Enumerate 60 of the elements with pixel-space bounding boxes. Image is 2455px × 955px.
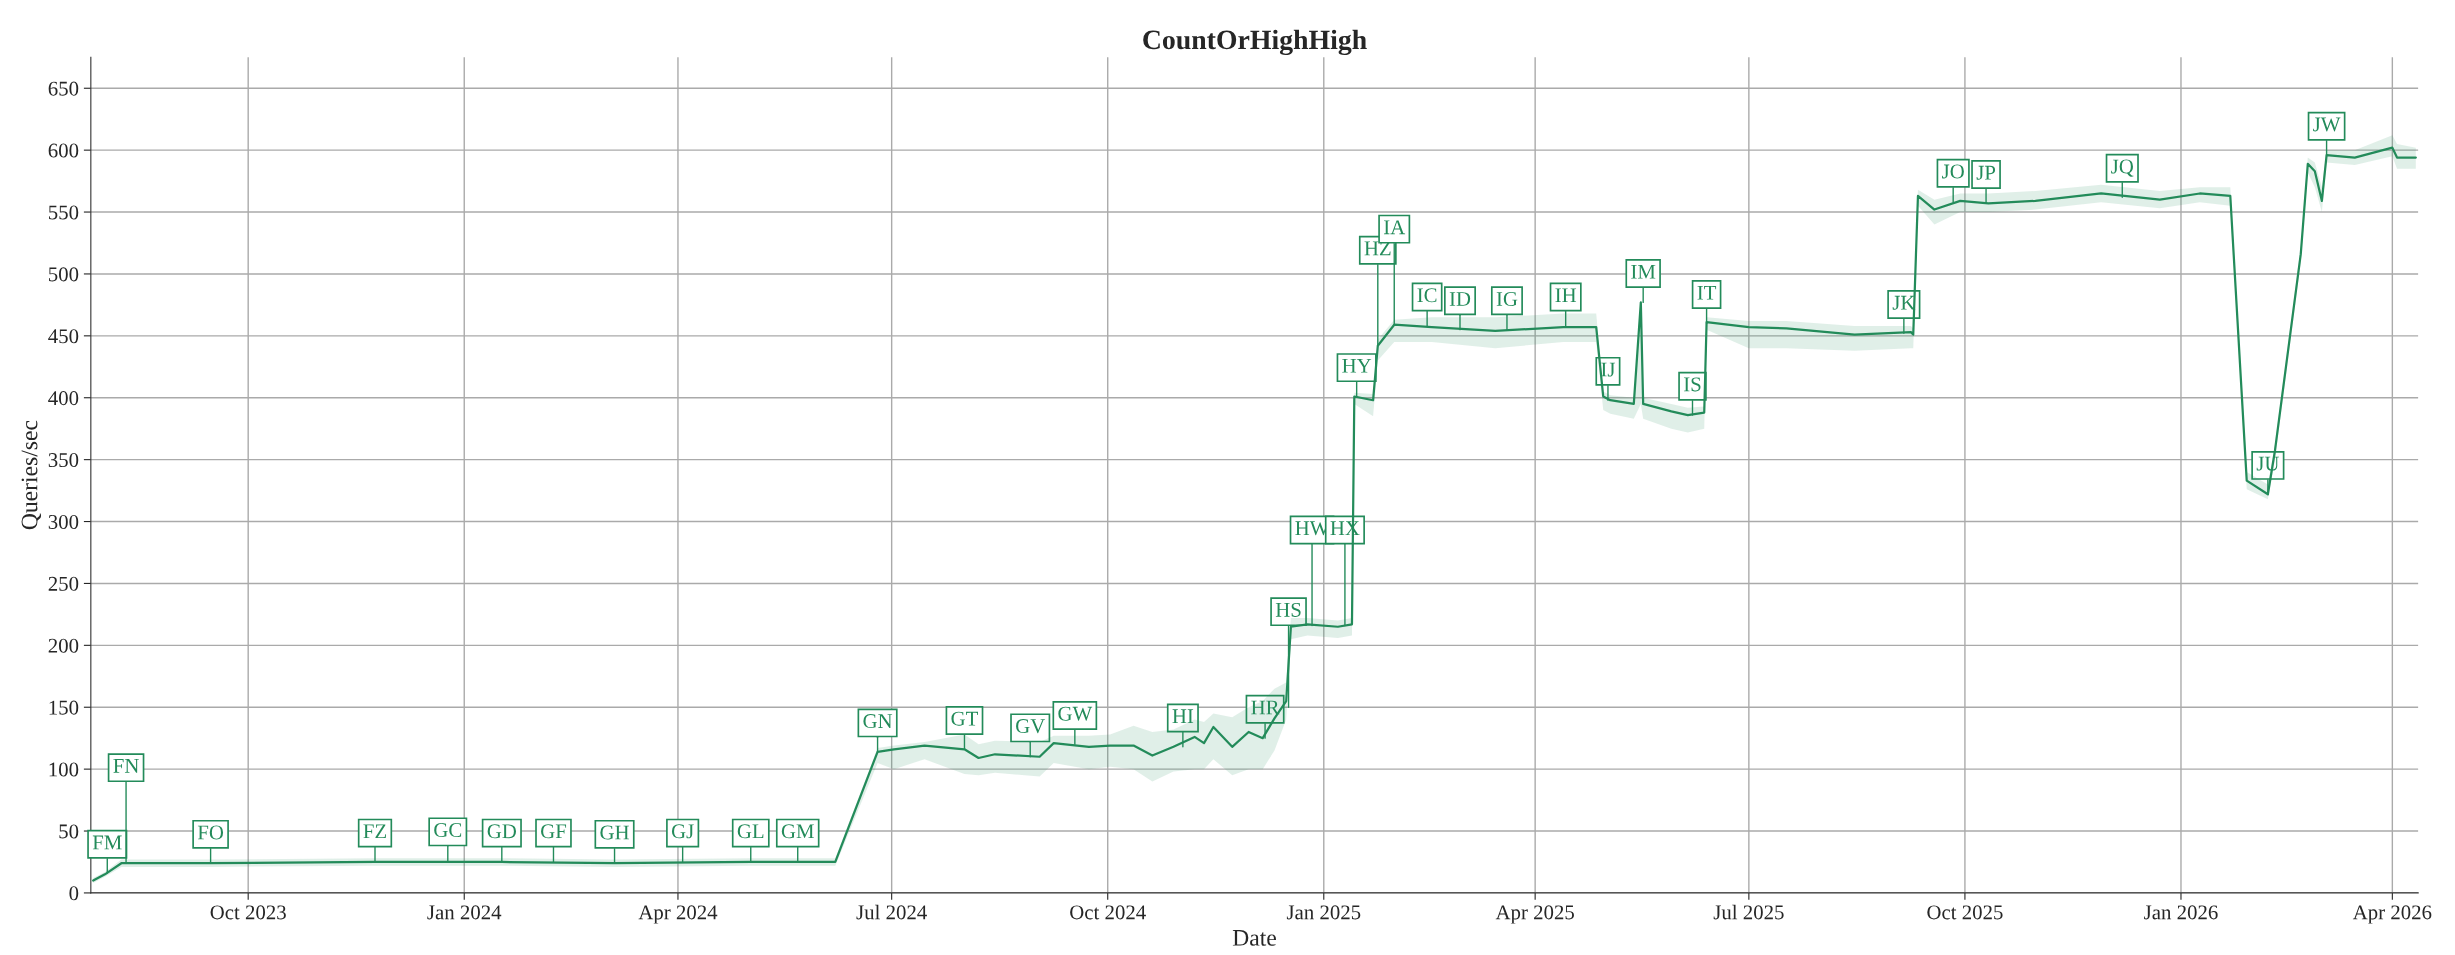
annotation: FO [197, 825, 224, 840]
y-tick-label: 100 [49, 762, 79, 777]
annotation: IS [1683, 377, 1701, 392]
x-tick-label: Apr 2025 [1495, 905, 1574, 924]
annotation: GW [1058, 706, 1093, 721]
x-tick-label: Jan 2026 [2144, 905, 2218, 920]
y-tick-label: 450 [48, 329, 79, 344]
annotation: JQ [2111, 159, 2134, 177]
annotation: GC [434, 823, 462, 838]
annotation: IG [1496, 291, 1518, 306]
y-tick-label: 250 [48, 576, 79, 591]
annotation: ID [1449, 292, 1471, 306]
y-tick-label: 200 [48, 638, 79, 653]
x-axis-title: Date [1232, 930, 1276, 946]
annotation: GJ [671, 824, 694, 839]
x-tick-label: Jul 2025 [1713, 904, 1784, 920]
annotation: IM [1631, 264, 1656, 279]
annotation: GL [737, 824, 764, 839]
annotation: HI [1172, 709, 1194, 723]
annotation: JW [2313, 117, 2341, 132]
annotation: IC [1417, 288, 1437, 303]
annotation: GF [541, 824, 567, 839]
annotation: GD [487, 824, 517, 839]
y-tick-label: 500 [48, 267, 79, 282]
x-tick-label: Apr 2026 [2352, 905, 2432, 924]
y-tick-label: 150 [49, 700, 79, 715]
annotation: JO [1942, 164, 1964, 179]
annotation: GT [951, 711, 979, 726]
y-tick-label: 600 [48, 143, 79, 158]
annotation: FM [92, 835, 122, 850]
annotation: HS [1275, 602, 1301, 617]
annotation: FN [113, 759, 139, 773]
annotation: IA [1384, 220, 1406, 235]
y-tick-label: 300 [48, 514, 79, 529]
annotation: GM [781, 824, 814, 839]
annotation: JP [1976, 165, 1996, 180]
annotation: GV [1016, 719, 1046, 734]
annotation: IJ [1601, 362, 1616, 377]
x-tick-label: Apr 2024 [638, 905, 718, 924]
x-tick-label: Oct 2025 [1927, 905, 2003, 920]
x-tick-label: Jan 2024 [427, 905, 502, 920]
y-tick-label: 50 [59, 824, 79, 839]
chart-title: CountOrHighHigh [1143, 29, 1367, 56]
annotation: IH [1555, 288, 1577, 303]
annotation: HR [1251, 700, 1280, 715]
y-tick-label: 650 [48, 81, 79, 96]
y-tick-label: 350 [48, 453, 79, 468]
y-axis-title: Queries/sec [21, 420, 42, 530]
x-tick-label: Oct 2024 [1070, 905, 1146, 920]
annotation: FZ [363, 824, 387, 839]
x-tick-label: Jan 2025 [1286, 905, 1361, 920]
y-tick-label: 550 [48, 205, 79, 220]
y-tick-label: 0 [69, 886, 79, 901]
x-tick-label: Oct 2023 [210, 905, 286, 920]
x-tick-label: Jul 2024 [856, 904, 927, 920]
y-tick-label: 400 [48, 391, 79, 406]
annotation: GN [863, 714, 893, 729]
annotation: HY [1342, 358, 1372, 373]
annotation: IT [1697, 285, 1717, 300]
annotation: GH [600, 825, 629, 840]
